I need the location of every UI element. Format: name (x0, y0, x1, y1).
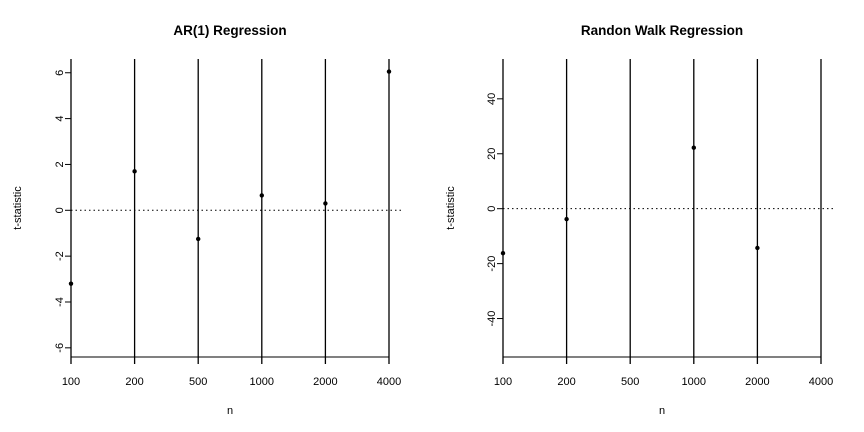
data-point-100 (500, 250, 506, 256)
x-axis-label: n (227, 405, 233, 417)
y-tick-label: 2 (54, 161, 66, 167)
data-point-1000 (259, 193, 264, 198)
data-point-100 (68, 281, 74, 286)
data-point-4000 (386, 69, 392, 74)
y-tick-label: -4 (54, 297, 66, 307)
y-axis-label: t-statistic (12, 186, 24, 230)
data-point-1000 (691, 145, 696, 150)
y-tick-label: 40 (486, 93, 498, 105)
y-tick-label: 0 (54, 207, 66, 213)
y-tick-label: -6 (54, 343, 66, 353)
x-tick-label: 4000 (377, 376, 401, 388)
x-tick-label: 200 (557, 376, 575, 388)
y-tick-label: 20 (486, 148, 498, 160)
data-point-200 (564, 216, 569, 222)
data-point-2000 (323, 201, 328, 206)
y-tick-label: 6 (54, 70, 66, 76)
data-point-200 (132, 169, 137, 174)
x-tick-label: 1000 (682, 376, 706, 388)
x-axis-label: n (659, 405, 665, 417)
y-tick-label: -40 (486, 311, 498, 327)
data-point-500 (196, 236, 201, 242)
x-tick-label: 500 (621, 376, 639, 388)
x-tick-label: 4000 (809, 376, 833, 388)
chart-title: AR(1) Regression (173, 23, 286, 38)
y-tick-label: -2 (54, 251, 66, 261)
x-tick-label: 2000 (313, 376, 337, 388)
chart-panel-1: AR(1) Regression 100 200 500 1000 2000 4000 6 4 2… (12, 23, 401, 417)
y-tick-label: 4 (54, 116, 66, 122)
y-axis-label: t-statistic (445, 186, 457, 230)
x-tick-label: 100 (62, 376, 80, 388)
chart-title: Randon Walk Regression (581, 23, 743, 38)
x-tick-label: 1000 (250, 376, 274, 388)
y-tick-label: -20 (486, 256, 498, 272)
y-tick-label: 0 (486, 206, 498, 212)
data-point-2000 (755, 245, 760, 251)
x-tick-label: 2000 (745, 376, 769, 388)
x-tick-label: 100 (494, 376, 512, 388)
x-tick-label: 500 (189, 376, 207, 388)
x-tick-label: 200 (125, 376, 143, 388)
